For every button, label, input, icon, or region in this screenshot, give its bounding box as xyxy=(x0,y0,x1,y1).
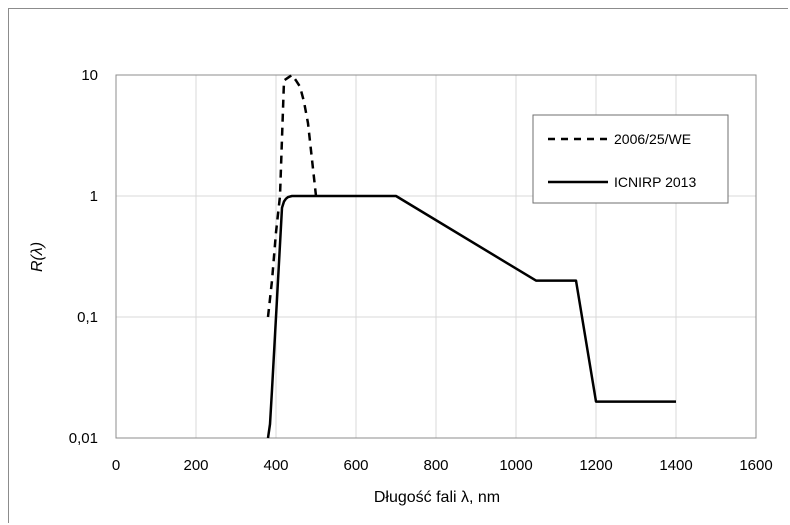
x-axis-ticks: 0 200 400 600 800 1000 1200 1400 1600 xyxy=(112,457,773,474)
x-tick-label: 200 xyxy=(183,457,208,474)
x-tick-label: 400 xyxy=(263,457,288,474)
y-tick-label: 1 xyxy=(90,188,98,205)
x-axis-title: Długość fali λ, nm xyxy=(374,489,500,506)
legend-label-icnirp-2013: ICNIRP 2013 xyxy=(614,174,696,190)
x-tick-label: 1200 xyxy=(579,457,612,474)
chart-frame xyxy=(8,8,788,523)
y-tick-label: 0,01 xyxy=(69,430,98,447)
legend-label-2006-25-we: 2006/25/WE xyxy=(614,131,691,147)
legend-box xyxy=(532,114,729,204)
y-axis-ticks: 0,01 0,1 1 10 xyxy=(69,67,98,447)
series-line-2006-25-we xyxy=(266,73,318,318)
series-line-icnirp-2013 xyxy=(266,194,676,439)
x-tick-label: 0 xyxy=(112,457,120,474)
y-axis-title: R(λ) xyxy=(29,242,46,272)
x-tick-label: 800 xyxy=(423,457,448,474)
x-tick-label: 600 xyxy=(343,457,368,474)
x-tick-label: 1000 xyxy=(499,457,532,474)
plot-area-border xyxy=(115,74,757,439)
y-tick-label: 0,1 xyxy=(77,309,98,326)
x-tick-label: 1600 xyxy=(739,457,772,474)
y-tick-label: 10 xyxy=(81,67,98,84)
series-layer xyxy=(266,73,676,439)
legend: 2006/25/WE ICNIRP 2013 xyxy=(532,114,729,204)
x-tick-label: 1400 xyxy=(659,457,692,474)
